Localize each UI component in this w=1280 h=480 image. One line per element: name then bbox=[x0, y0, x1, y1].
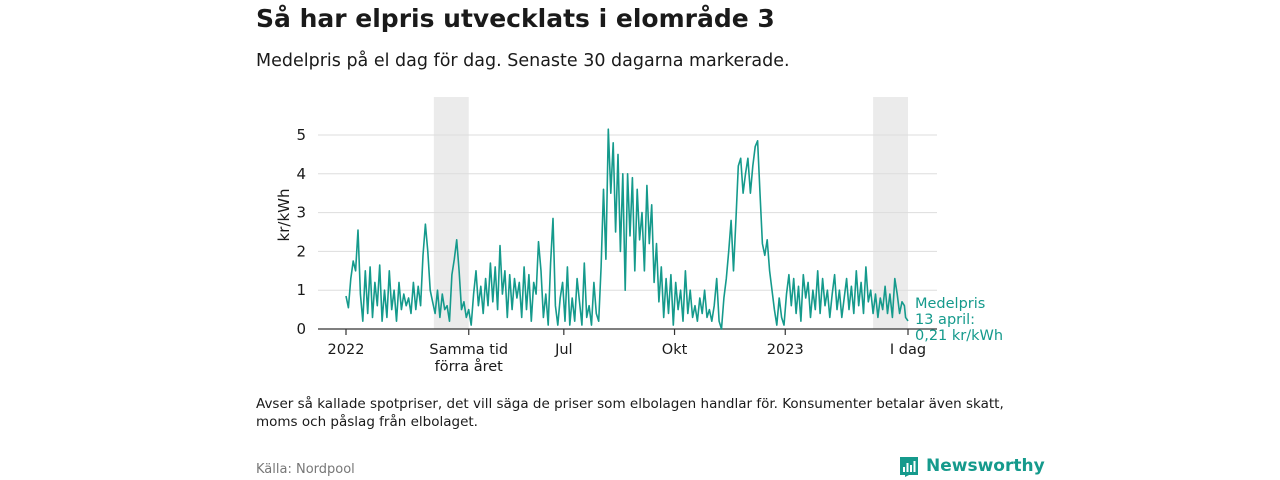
source-credit: Källa: Nordpool bbox=[256, 462, 355, 477]
newsworthy-logo-icon bbox=[900, 457, 918, 477]
x-tick-label: Jul bbox=[554, 342, 573, 358]
x-tick-label: Samma tid förra året bbox=[429, 342, 508, 375]
brand-logo[interactable]: Newsworthy bbox=[898, 455, 1045, 477]
y-tick-label: 2 bbox=[296, 242, 306, 260]
y-tick-label: 4 bbox=[296, 165, 306, 183]
x-tick-label: 2022 bbox=[328, 342, 365, 358]
y-tick-label: 3 bbox=[296, 204, 306, 222]
y-tick-label: 1 bbox=[296, 281, 306, 299]
y-tick-label: 5 bbox=[296, 126, 306, 144]
annotation-label: Medelpris 13 april: 0,21 kr/kWh bbox=[915, 296, 1003, 344]
brand-name: Newsworthy bbox=[926, 456, 1045, 476]
y-axis-label: kr/kWh bbox=[275, 189, 293, 242]
x-tick-label: Okt bbox=[662, 342, 688, 358]
x-tick-label: 2023 bbox=[767, 342, 804, 358]
footnote: Avser så kallade spotpriser, det vill sä… bbox=[256, 396, 1004, 430]
series-line-medelpris bbox=[345, 128, 909, 330]
chart-subtitle: Medelpris på el dag för dag. Senaste 30 … bbox=[256, 51, 790, 71]
chart-title: Så har elpris utvecklats i elområde 3 bbox=[256, 4, 775, 33]
y-tick-label: 0 bbox=[296, 320, 306, 338]
x-tick-label: I dag bbox=[890, 342, 926, 358]
line-chart: 0 1 2 3 4 5 kr/kWh 2022 Samma tid förra året Jul… bbox=[275, 97, 1003, 375]
